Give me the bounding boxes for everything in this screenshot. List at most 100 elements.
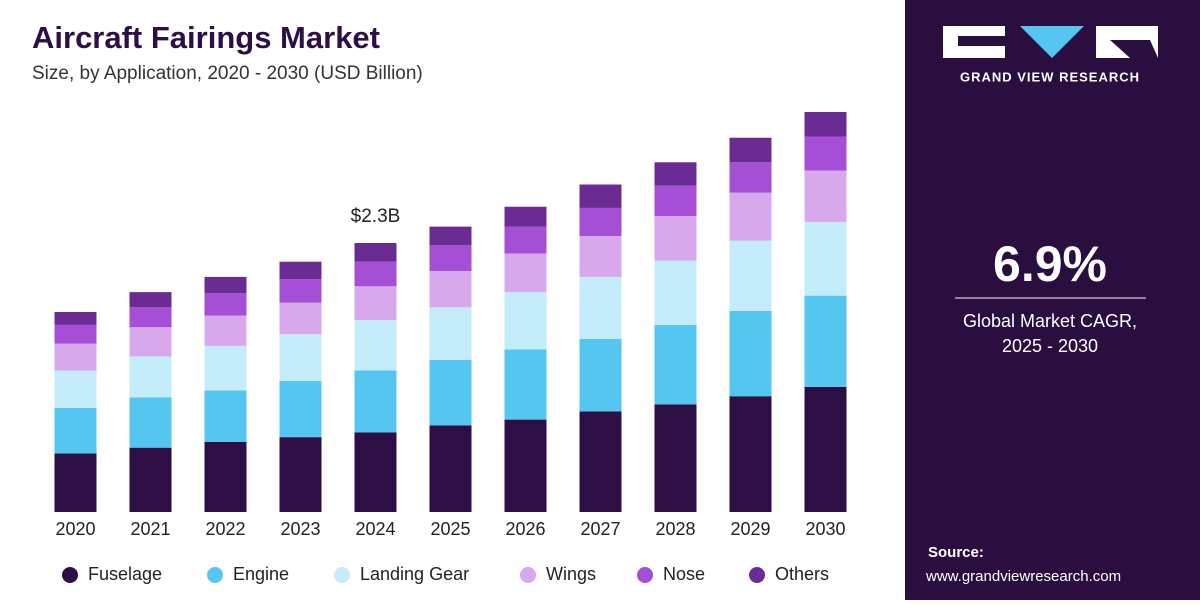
bar-segment (429, 425, 472, 512)
x-tick-label: 2030 (805, 519, 845, 539)
bar-segment (579, 338, 622, 412)
bar-segment (504, 253, 547, 293)
bar-segment (804, 136, 847, 171)
x-tick-label: 2021 (130, 519, 170, 539)
bar-segment (579, 411, 622, 512)
bar-segment (504, 226, 547, 254)
bar-segment (579, 276, 622, 339)
bar-segment (279, 279, 322, 303)
legend-label: Engine (233, 564, 289, 584)
bar-segment (429, 245, 472, 272)
bar-segment (504, 349, 547, 420)
bar-segment (354, 370, 397, 433)
bar-segment (804, 170, 847, 222)
bar-segment (279, 437, 322, 512)
bar-segment (54, 324, 97, 344)
legend-label: Nose (663, 564, 705, 584)
bar-segment (504, 292, 547, 350)
bar-segment (729, 310, 772, 397)
x-tick-label: 2027 (580, 519, 620, 539)
bar-segment (729, 192, 772, 241)
bar-segment (654, 404, 697, 512)
bar-segment (429, 226, 472, 246)
bar-segment (654, 185, 697, 217)
x-tick-label: 2024 (355, 519, 395, 539)
bar-segment (354, 286, 397, 321)
bar-segment (804, 386, 847, 512)
bar-segment (279, 381, 322, 438)
logo: GRAND VIEW RESEARCH (943, 26, 1158, 84)
sidebar-bg (905, 0, 1200, 600)
bar-segment (354, 242, 397, 262)
bar-segment (129, 356, 172, 398)
legend-label: Fuselage (88, 564, 162, 584)
bar-segment (429, 271, 472, 308)
bar-segment (804, 295, 847, 387)
bar-segment (204, 441, 247, 512)
brand: GRAND VIEW RESEARCH (960, 69, 1140, 84)
annotation: $2.3B (351, 206, 401, 227)
legend-label: Others (775, 564, 829, 584)
bar-segment (54, 312, 97, 325)
bar-segment (129, 327, 172, 357)
bar-segment (654, 260, 697, 325)
legend-swatch (334, 567, 350, 583)
bar-segment (354, 320, 397, 371)
bar-segment (129, 397, 172, 448)
bar-segment (804, 112, 847, 137)
bar-segment (654, 162, 697, 186)
x-tick-label: 2023 (280, 519, 320, 539)
bar-segment (204, 276, 247, 294)
x-tick-label: 2026 (505, 519, 545, 539)
x-tick-label: 2028 (655, 519, 695, 539)
bar-segment (729, 137, 772, 163)
bar-segment (354, 432, 397, 512)
bar-segment (729, 396, 772, 512)
cagr-value: 6.9% (993, 236, 1107, 292)
legend-label: Wings (546, 564, 596, 584)
bar-segment (204, 345, 247, 391)
bar-segment (54, 453, 97, 512)
bar-segment (129, 292, 172, 308)
bar-segment (129, 307, 172, 328)
cagr-caption: Global Market CAGR, (963, 311, 1137, 331)
bar-segment (54, 407, 97, 454)
bar-segment (654, 216, 697, 261)
x-tick-label: 2022 (205, 519, 245, 539)
bar-segment (429, 359, 472, 426)
bar-segment (54, 370, 97, 408)
bar-segment (204, 315, 247, 346)
bar-segment (54, 343, 97, 371)
chart-subtitle: Size, by Application, 2020 - 2030 (USD B… (32, 63, 423, 84)
source-label: Source: (928, 544, 984, 561)
bar-segment (504, 419, 547, 512)
bar-segment (354, 261, 397, 287)
legend-swatch (207, 567, 223, 583)
bar-segment (279, 334, 322, 382)
cagr-caption: 2025 - 2030 (1002, 336, 1098, 356)
bar-segment (804, 221, 847, 296)
logo-v (1020, 26, 1084, 58)
bar-segment (129, 447, 172, 512)
bar-segment (279, 261, 322, 280)
bar-segment (729, 240, 772, 311)
x-tick-label: 2029 (730, 519, 770, 539)
bar-segment (579, 235, 622, 277)
bar-segment (579, 207, 622, 236)
logo-r-cut (1110, 40, 1158, 58)
x-tick-label: 2025 (430, 519, 470, 539)
bar-segment (204, 390, 247, 442)
bar-segment (429, 307, 472, 360)
legend-swatch (637, 567, 653, 583)
legend-label: Landing Gear (360, 564, 469, 584)
x-tick-label: 2020 (55, 519, 95, 539)
legend-swatch (749, 567, 765, 583)
bar-segment (279, 302, 322, 335)
source-url: www.grandviewresearch.com (925, 568, 1121, 585)
bar-segment (579, 184, 622, 208)
bar-segment (729, 162, 772, 193)
bar-segment (204, 293, 247, 316)
logo-g-cut (958, 36, 1005, 46)
legend-swatch (62, 567, 78, 583)
